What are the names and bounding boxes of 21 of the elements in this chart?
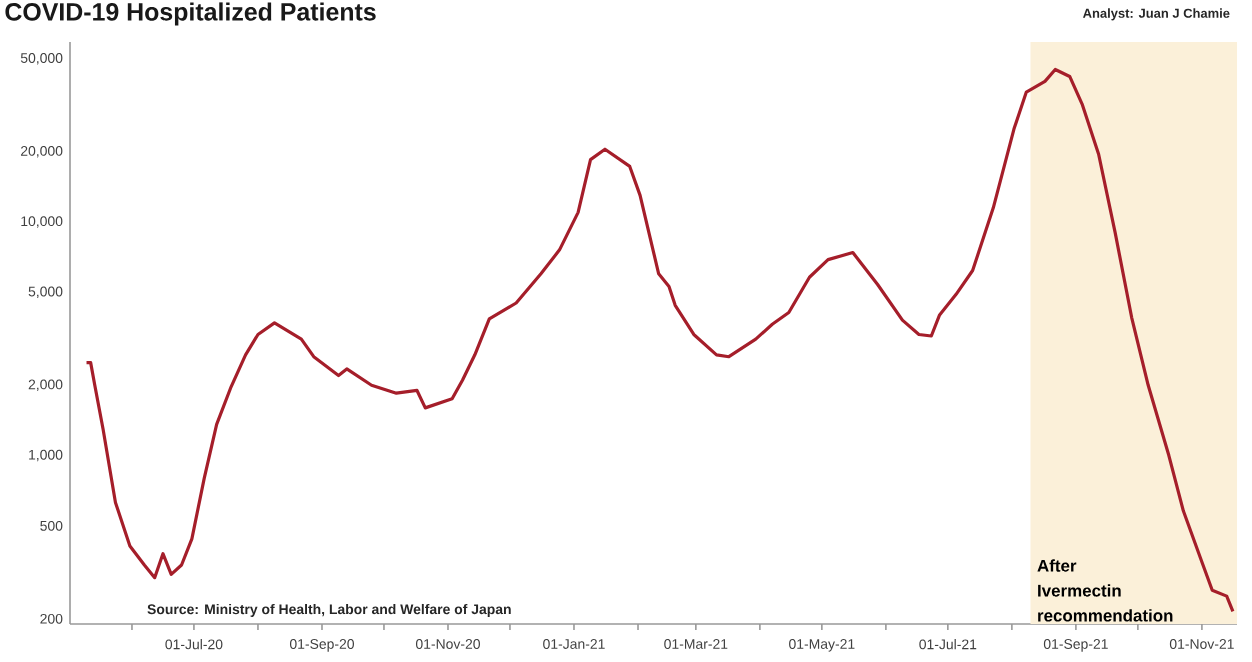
x-tick-label: 01-Nov-20 [415,639,480,649]
x-tick-label: 01-Jan-21 [543,639,605,649]
x-tick-label: 01-Sep-20 [289,639,355,652]
text: Analyst: Juan J Chamie [1082,8,1230,21]
y-tick-label: 5,000 [28,286,63,299]
x-tick-label: 01-Jul-21 [919,639,977,650]
y-tick-label: 1,000 [29,449,63,462]
y-tick-label: 200 [40,613,63,624]
y-tick-label: 10,000 [21,216,63,228]
y-tick-label: 500 [40,520,63,531]
y-tick-label: 2,000 [28,379,63,392]
x-tick-label: 01-May-21 [789,639,855,652]
x-tick-label: 01-Nov-21 [1169,639,1234,649]
chart-title: COVID-19 Hospitalized Patients [5,2,376,26]
y-tick-label: 20,000 [20,145,63,158]
x-tick-label: 01-Jul-20 [165,639,223,650]
band-label: After Ivermectin recommendation [1037,559,1173,622]
x-tick-label: 01-Sep-21 [1043,639,1108,652]
x-tick-label: 01-Mar-21 [664,639,728,649]
annotation: Source: Ministry of Health, Labor and Welfare of Japan [147,603,511,617]
y-tick-label: 50,000 [20,53,63,65]
